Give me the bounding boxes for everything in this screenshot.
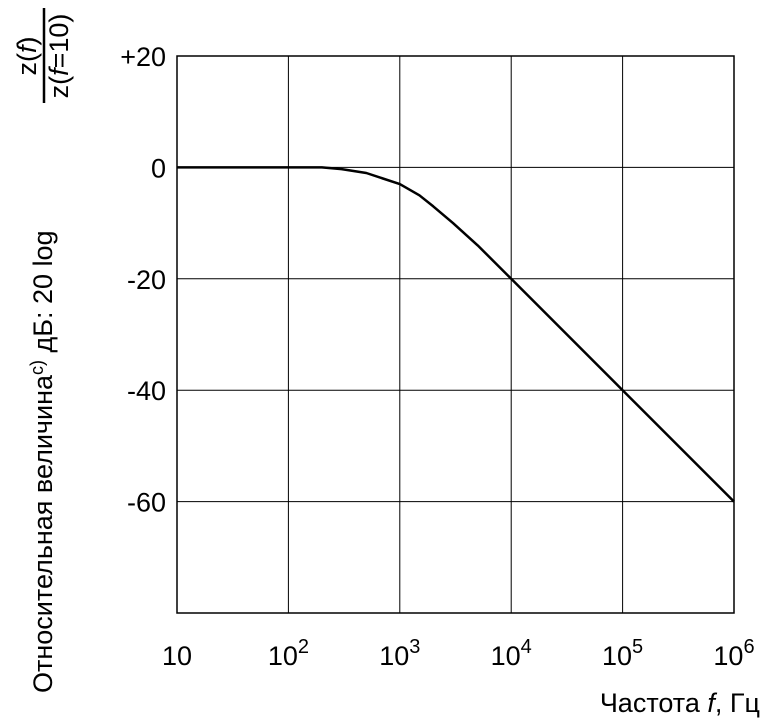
y-axis-label-prefix: Относительная величина: [28, 374, 58, 693]
y-axis-label-num-post: ): [12, 36, 42, 45]
y-tick-label: 0: [151, 153, 166, 183]
y-axis-label-suffix: дБ: 20 log: [28, 230, 58, 360]
x-tick-base: 10: [162, 641, 192, 671]
chart-grid: [176, 55, 735, 614]
x-tick-exponent: 2: [298, 636, 309, 658]
y-tick-label: +20: [120, 42, 166, 72]
y-axis-label-den-var: f: [44, 66, 74, 76]
chart-series: [177, 166, 735, 503]
y-axis-label: Относительная величинаc) дБ: 20 log z(f)…: [12, 8, 74, 693]
x-tick-base: 10: [379, 641, 409, 671]
x-axis-label: Частота f, Гц: [600, 688, 760, 718]
x-tick-base: 10: [268, 641, 298, 671]
y-tick-label: -20: [127, 265, 166, 295]
x-tick-exponent: 6: [743, 636, 754, 658]
x-tick-base: 10: [602, 641, 632, 671]
x-tick-exponent: 3: [409, 636, 420, 658]
y-axis-label-num-var: f: [12, 43, 42, 53]
x-tick-label: 106: [713, 636, 754, 671]
x-axis-label-var: f: [707, 688, 717, 718]
y-axis-label-numerator: z(f): [12, 36, 42, 75]
x-axis-label-unit: , Гц: [715, 688, 760, 718]
y-tick-labels: +20 0 -20 -40 -60: [120, 42, 166, 518]
x-tick-base: 10: [491, 641, 521, 671]
x-tick-labels: 10 102 103 104 105 106: [162, 636, 755, 671]
x-tick-label: 10: [162, 641, 192, 671]
y-axis-label-main: Относительная величинаc) дБ: 20 log: [27, 230, 58, 693]
x-tick-label: 104: [491, 636, 532, 671]
y-tick-label: -40: [127, 376, 166, 406]
y-tick-label: -60: [127, 488, 166, 518]
x-tick-exponent: 4: [521, 636, 532, 658]
x-tick-base: 10: [713, 641, 743, 671]
y-axis-label-den-pre: z(: [44, 76, 74, 99]
y-axis-label-num-pre: z(: [12, 53, 42, 76]
y-axis-label-den-post: =10): [44, 14, 74, 69]
series-line: [177, 166, 735, 503]
y-axis-label-denominator: z(f=10): [44, 14, 74, 99]
y-axis-label-superscript: c): [27, 360, 47, 375]
x-tick-exponent: 5: [632, 636, 643, 658]
x-axis-label-text: Частота: [600, 688, 708, 718]
plot-frame: [176, 55, 735, 614]
x-tick-label: 102: [268, 636, 309, 671]
x-tick-label: 103: [379, 636, 420, 671]
x-tick-label: 105: [602, 636, 643, 671]
